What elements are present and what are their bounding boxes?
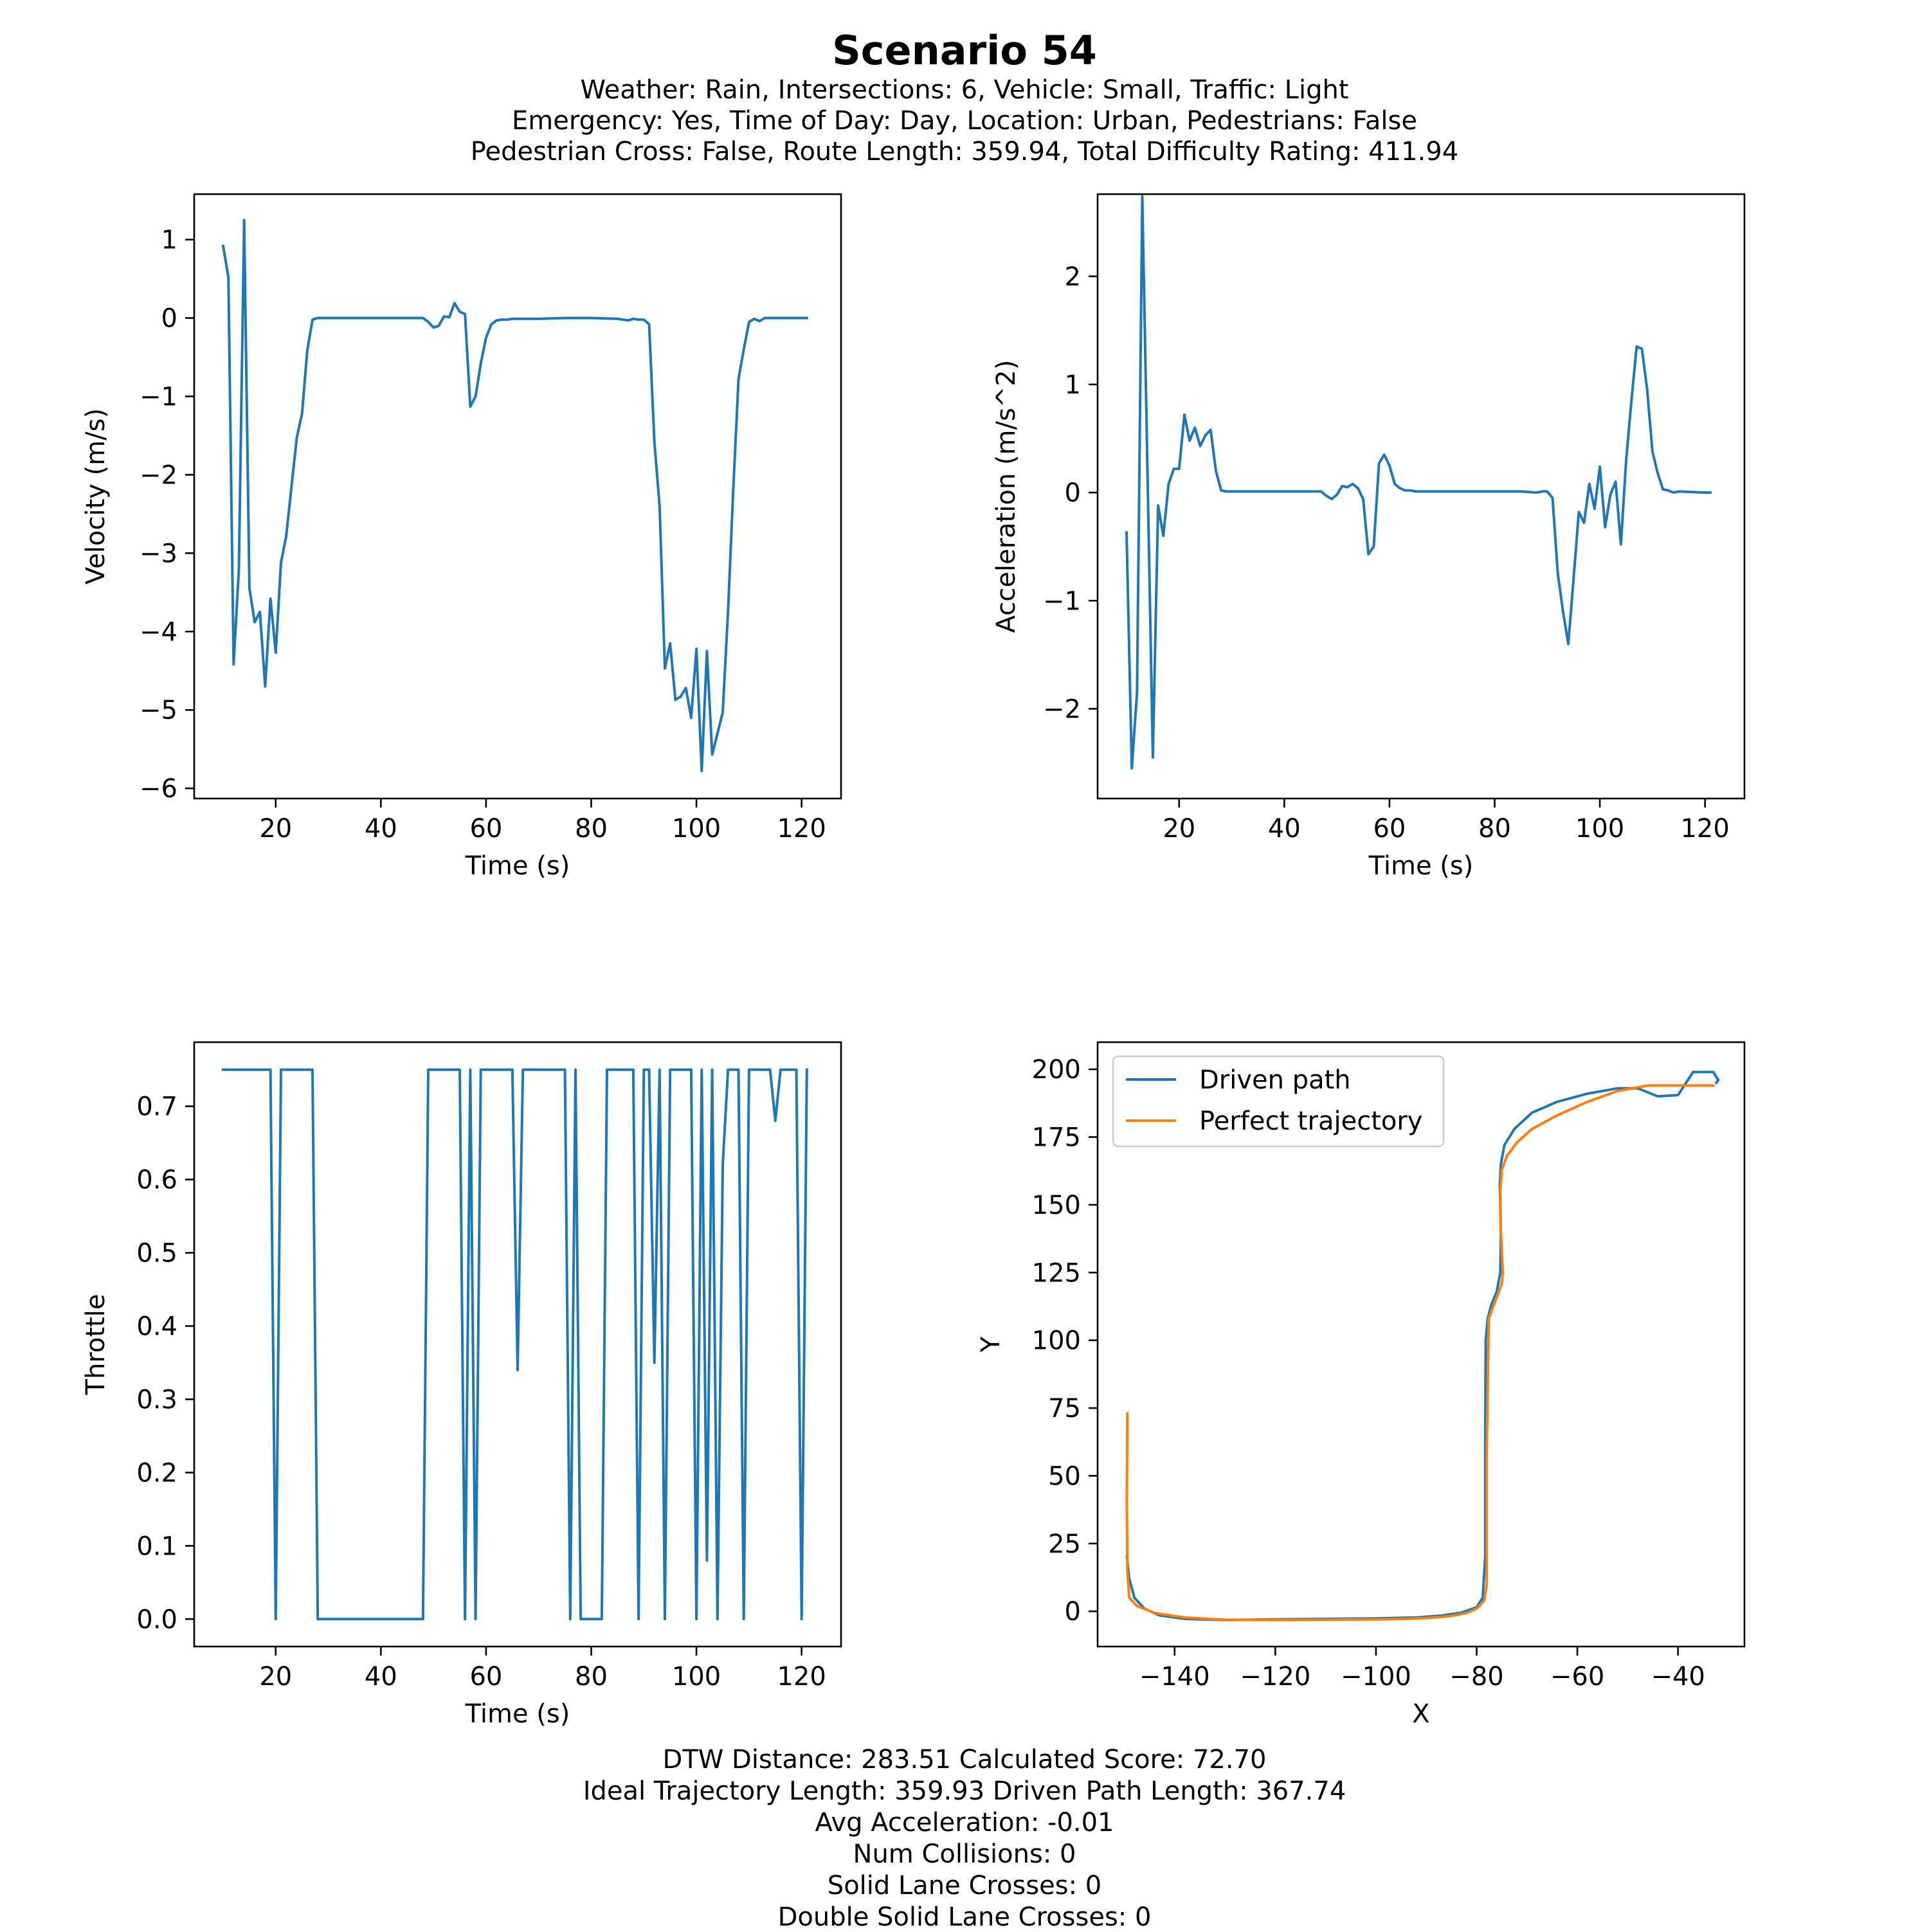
acceleration-series-line [1125, 195, 1712, 770]
throttle-x-axis-label: Time (s) [465, 1699, 570, 1729]
throttle-x-tick-label: 100 [672, 1662, 721, 1692]
legend-perfect-trajectory-label: Perfect trajectory [1199, 1106, 1422, 1136]
throttle-y-tick-label: 0.6 [136, 1166, 177, 1195]
acceleration-y-axis-label: Acceleration (m/s^2) [992, 360, 1021, 633]
acceleration-y-tick-label: −1 [1043, 586, 1081, 616]
acceleration-y-tick-label: −2 [1043, 694, 1081, 724]
avg-acceleration-stat: Avg Acceleration: -0.01 [815, 1808, 1114, 1837]
solid-lane-crosses-stat: Solid Lane Crosses: 0 [827, 1871, 1102, 1900]
acceleration-x-tick-label: 80 [1478, 814, 1511, 844]
velocity-y-tick-label: 0 [161, 304, 177, 334]
num-collisions-stat: Num Collisions: 0 [853, 1839, 1076, 1869]
velocity-y-axis-label: Velocity (m/s) [81, 408, 111, 584]
legend-box [1112, 1055, 1445, 1148]
trajectory-y-axis-label: Y [976, 1336, 1006, 1353]
trajectory-x-tick-label: −140 [1139, 1662, 1210, 1692]
trajectory-x-tick-label: −100 [1341, 1662, 1411, 1692]
velocity-x-tick-label: 20 [259, 814, 292, 844]
perfect-trajectory-line [1125, 1084, 1715, 1621]
velocity-series-line [221, 219, 808, 773]
trajectory-y-tick-label: 25 [1048, 1530, 1081, 1559]
velocity-y-tick-label: −2 [140, 460, 177, 490]
scenario-parameters-line-3: Pedestrian Cross: False, Route Length: 3… [470, 137, 1459, 167]
velocity-x-tick-label: 120 [777, 814, 826, 844]
velocity-y-tick-label: −5 [140, 696, 177, 725]
trajectory-y-tick-label: 75 [1048, 1394, 1081, 1423]
acceleration-x-tick-label: 100 [1575, 814, 1624, 844]
throttle-y-tick-label: 0.2 [136, 1458, 177, 1488]
acceleration-axes-frame [1096, 193, 1746, 800]
velocity-x-axis-label: Time (s) [465, 851, 570, 881]
velocity-chart: 20 40 60 80 100 120 −6 −5 −4 −3 −2 −1 0 1 Time (s) Velo… [81, 193, 842, 881]
trajectory-x-axis-label: X [1412, 1699, 1429, 1729]
trajectory-axes-frame [1096, 1041, 1746, 1648]
acceleration-x-tick-label: 120 [1680, 814, 1729, 844]
velocity-x-tick-label: 40 [365, 814, 397, 844]
velocity-y-tick-label: −1 [140, 383, 177, 412]
velocity-y-tick-label: −6 [140, 774, 177, 804]
trajectory-y-tick-label: 50 [1048, 1461, 1081, 1491]
double-solid-lane-crosses-stat: Double Solid Lane Crosses: 0 [777, 1902, 1152, 1932]
throttle-y-tick-label: 0.0 [136, 1605, 177, 1634]
trajectory-chart: −140 −120 −100 −80 −60 −40 0 25 50 75 100 125 150 175… [976, 1041, 1746, 1729]
throttle-x-tick-label: 40 [365, 1662, 397, 1692]
trajectory-y-tick-label: 100 [1032, 1326, 1081, 1356]
acceleration-plot-area [1098, 194, 1744, 799]
trajectory-y-tick-label: 150 [1032, 1191, 1081, 1220]
trajectory-y-tick-label: 200 [1032, 1055, 1081, 1085]
throttle-chart: 20 40 60 80 100 120 0.0 0.1 0.2 0.3 0.4 0.5 0.6 0.7 Ti… [81, 1041, 842, 1729]
velocity-x-tick-label: 100 [672, 814, 721, 844]
throttle-series-line [222, 1068, 808, 1621]
throttle-y-axis-label: Throttle [81, 1294, 111, 1396]
trajectory-x-tick-label: −60 [1550, 1662, 1604, 1692]
velocity-y-tick-label: −3 [140, 539, 177, 568]
trajectory-x-tick-label: −40 [1651, 1662, 1705, 1692]
trajectory-x-tick-label: −80 [1449, 1662, 1503, 1692]
velocity-x-tick-label: 60 [469, 814, 502, 844]
page-title: Scenario 54 [832, 27, 1097, 74]
throttle-x-tick-label: 60 [469, 1662, 502, 1692]
throttle-x-tick-label: 20 [259, 1662, 292, 1692]
acceleration-y-tick-label: 2 [1065, 262, 1081, 292]
acceleration-x-tick-label: 60 [1373, 814, 1406, 844]
trajectory-lengths-stat: Ideal Trajectory Length: 359.93 Driven P… [583, 1776, 1346, 1806]
throttle-y-tick-label: 0.5 [136, 1239, 177, 1268]
velocity-axes-frame [193, 193, 842, 800]
velocity-x-tick-label: 80 [575, 814, 608, 844]
acceleration-x-tick-label: 40 [1268, 814, 1301, 844]
acceleration-y-tick-label: 1 [1065, 370, 1081, 400]
trajectory-x-tick-label: −120 [1240, 1662, 1310, 1692]
legend-driven-path-label: Driven path [1199, 1065, 1351, 1095]
throttle-y-tick-label: 0.3 [136, 1385, 177, 1414]
trajectory-y-tick-label: 175 [1032, 1123, 1081, 1153]
throttle-x-tick-label: 120 [777, 1662, 826, 1692]
acceleration-x-tick-label: 20 [1163, 814, 1195, 844]
throttle-y-tick-label: 0.7 [136, 1092, 177, 1122]
scenario-parameters-line-2: Emergency: Yes, Time of Day: Day, Locati… [512, 106, 1417, 136]
trajectory-y-tick-label: 125 [1032, 1258, 1081, 1288]
acceleration-x-axis-label: Time (s) [1368, 851, 1474, 881]
acceleration-chart: 20 40 60 80 100 120 −2 −1 0 1 2 Time (s) Acceleratio… [992, 193, 1746, 881]
throttle-axes-frame [193, 1041, 842, 1648]
throttle-x-tick-label: 80 [575, 1662, 608, 1692]
velocity-y-tick-label: −4 [140, 617, 177, 647]
throttle-y-tick-label: 0.1 [136, 1531, 177, 1561]
velocity-y-tick-label: 1 [161, 226, 177, 255]
scenario-parameters-line-1: Weather: Rain, Intersections: 6, Vehicle… [580, 75, 1349, 105]
throttle-y-tick-label: 0.4 [136, 1312, 177, 1342]
acceleration-y-tick-label: 0 [1065, 478, 1081, 508]
dtw-and-score-stat: DTW Distance: 283.51 Calculated Score: 7… [662, 1745, 1267, 1774]
trajectory-y-tick-label: 0 [1065, 1597, 1081, 1627]
